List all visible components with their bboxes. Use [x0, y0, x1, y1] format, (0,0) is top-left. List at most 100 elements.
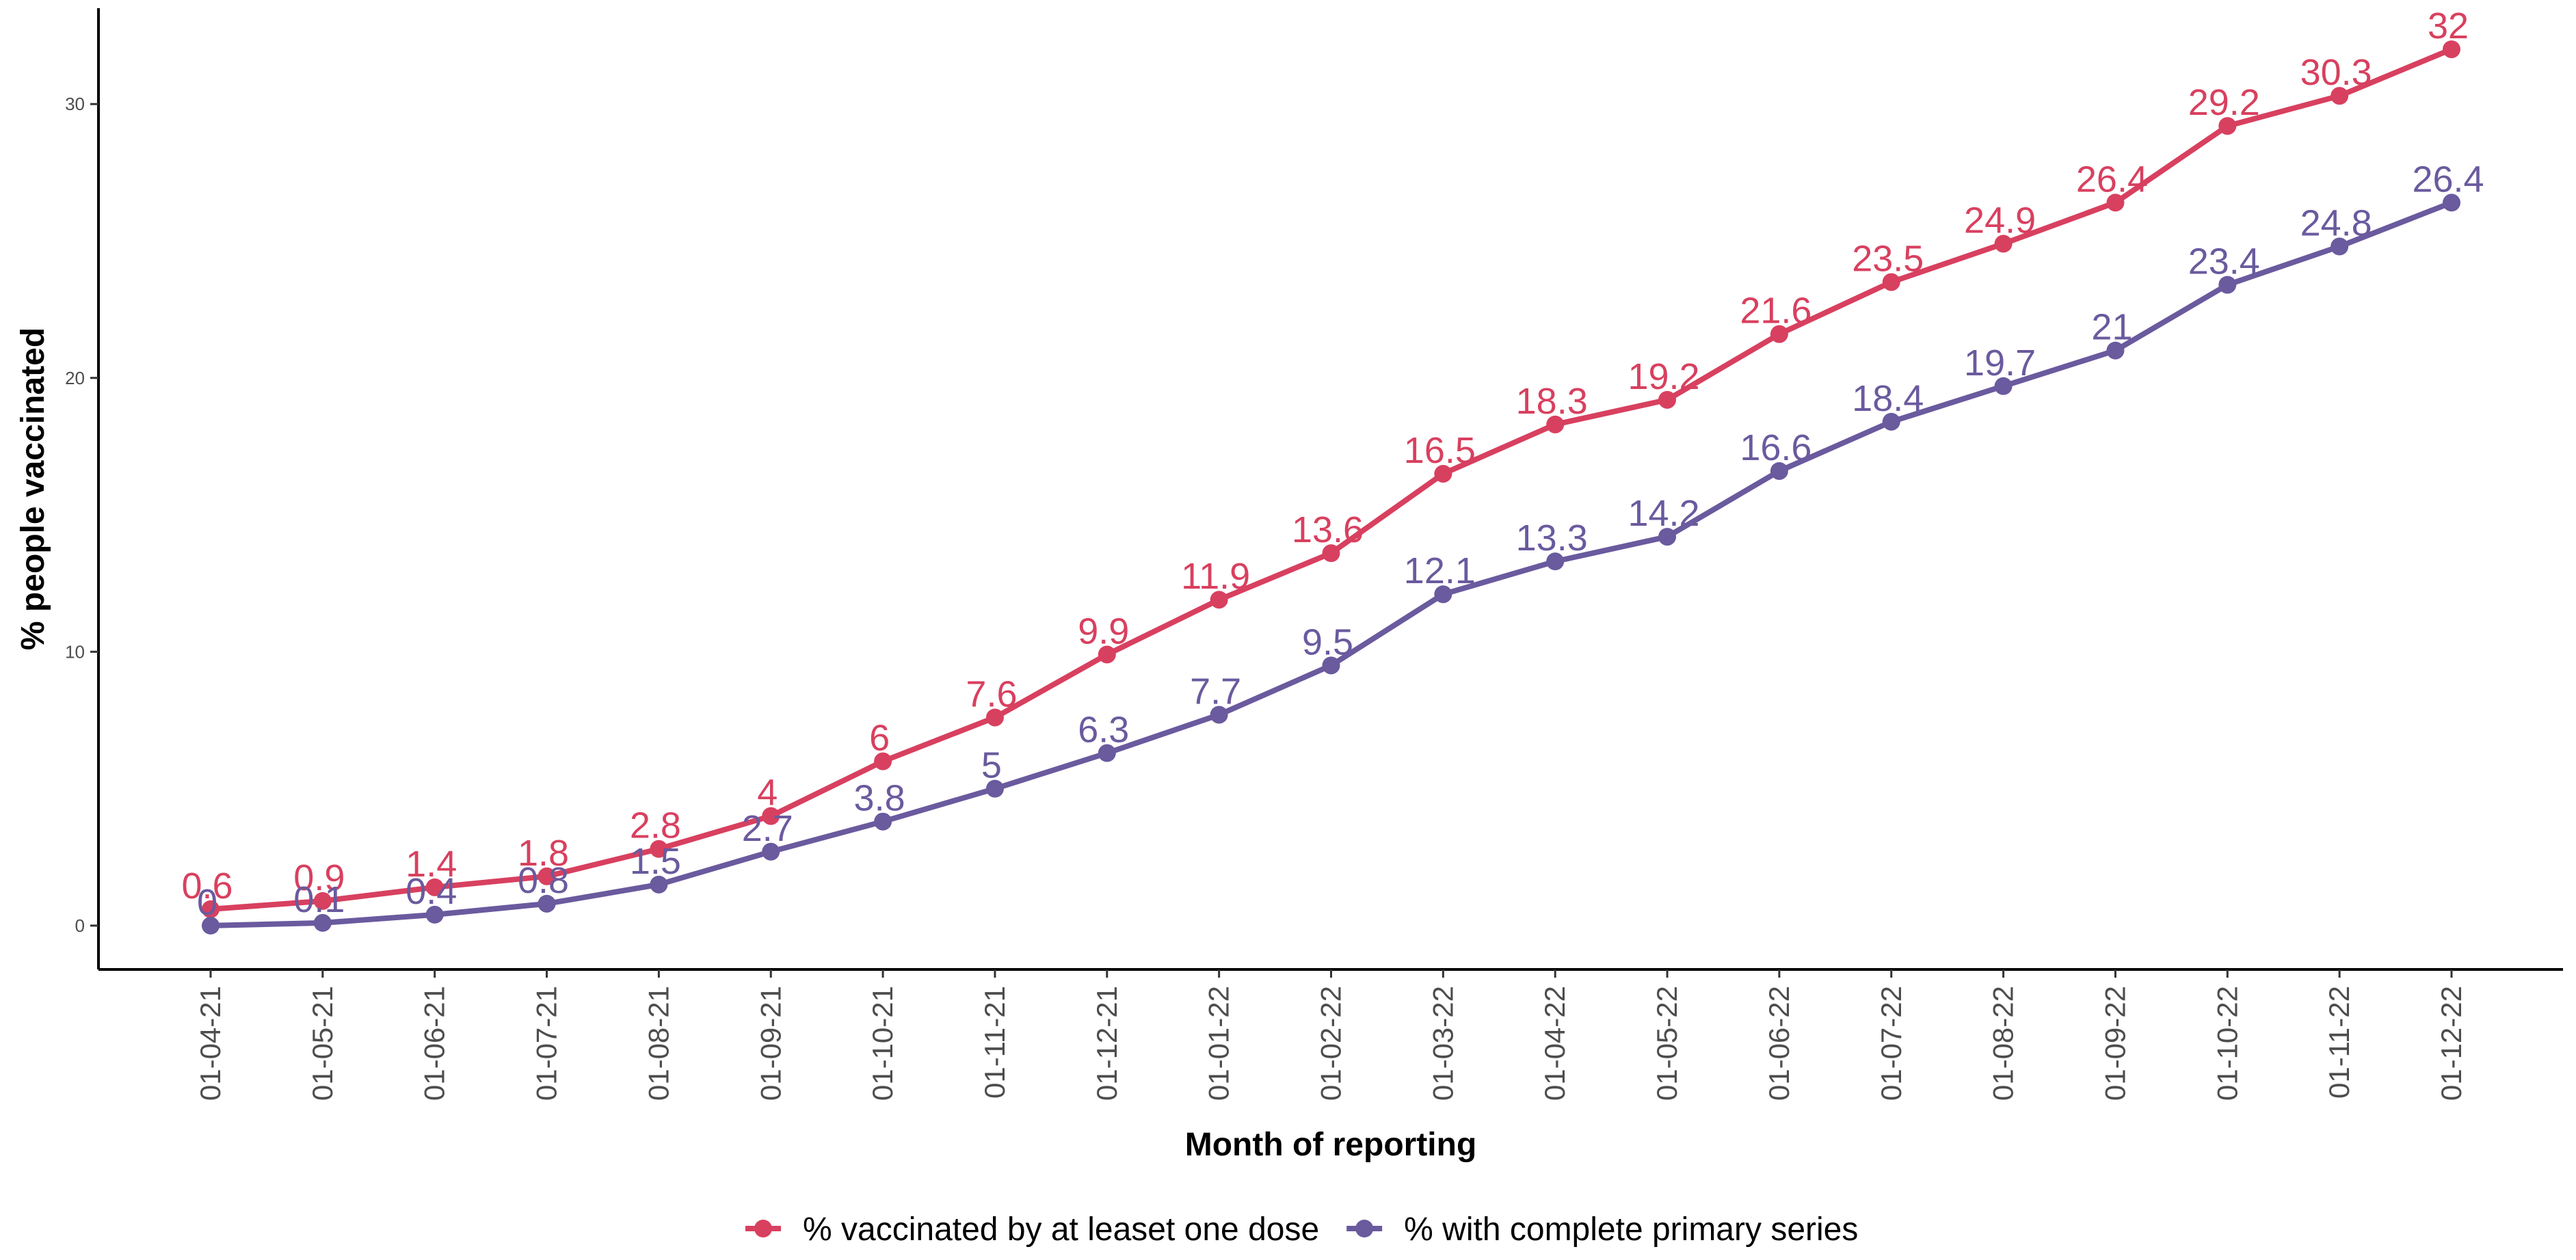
data-point — [762, 807, 780, 825]
legend-marker — [1355, 1220, 1374, 1237]
x-tick-label: 01-08-21 — [642, 986, 674, 1101]
x-tick-label: 01-12-21 — [1091, 986, 1123, 1101]
data-label: 5 — [981, 745, 1002, 786]
data-point — [425, 878, 444, 896]
data-label: 1.5 — [630, 841, 681, 882]
x-axis-title: Month of reporting — [1185, 1127, 1477, 1163]
data-point — [1770, 461, 1788, 480]
data-label: 24.8 — [2300, 202, 2372, 243]
x-tick-label: 01-04-21 — [194, 986, 226, 1101]
data-label: 1.8 — [518, 833, 569, 874]
x-tick-label: 01-08-22 — [1987, 986, 2019, 1101]
data-point — [202, 900, 220, 918]
x-tick-label: 01-09-22 — [2099, 986, 2131, 1101]
data-label: 1.4 — [406, 844, 457, 885]
data-point — [1882, 273, 1900, 291]
data-point — [874, 812, 892, 831]
data-label: 23.4 — [2188, 241, 2260, 282]
x-tick-label: 01-05-21 — [306, 986, 338, 1101]
data-label: 14.2 — [1628, 493, 1699, 534]
data-label: 26.4 — [2412, 159, 2484, 200]
x-tick-label: 01-03-22 — [1426, 986, 1459, 1101]
data-label: 21 — [2091, 307, 2132, 348]
data-point — [2443, 40, 2460, 59]
data-label: 12.1 — [1404, 550, 1476, 591]
data-label: 11.9 — [1181, 556, 1250, 597]
data-point — [1098, 645, 1116, 664]
data-label: 0.9 — [293, 857, 345, 898]
data-label: 30.3 — [2300, 52, 2372, 93]
data-point — [313, 892, 332, 910]
data-point — [985, 779, 1004, 798]
x-tick-label: 01-07-21 — [531, 986, 563, 1101]
x-tick-label: 01-09-21 — [754, 986, 786, 1101]
data-label: 7.6 — [966, 673, 1017, 714]
data-label: 16.6 — [1740, 427, 1811, 468]
data-label: 24.9 — [1964, 200, 2036, 241]
data-label: 26.4 — [2076, 159, 2148, 200]
data-label: 2.8 — [630, 805, 681, 846]
data-point — [1210, 591, 1228, 609]
data-label: 4 — [757, 773, 778, 814]
data-point — [985, 708, 1004, 727]
data-label: 0.4 — [406, 871, 457, 912]
data-point — [1658, 528, 1677, 546]
data-point — [650, 875, 668, 894]
x-tick-label: 01-10-21 — [866, 986, 899, 1101]
data-point — [1546, 552, 1565, 571]
data-point — [1322, 544, 1340, 563]
data-label: 19.2 — [1628, 356, 1699, 397]
y-tick-label: 30 — [65, 94, 85, 114]
data-point — [425, 905, 444, 924]
y-tick-label: 20 — [65, 368, 85, 388]
data-point — [1658, 390, 1677, 409]
data-point — [2106, 193, 2125, 212]
data-point — [1210, 706, 1228, 724]
x-tick-label: 01-11-22 — [2323, 986, 2355, 1099]
data-label: 9.9 — [1078, 611, 1129, 652]
data-point — [762, 842, 780, 861]
x-tick-label: 01-04-22 — [1539, 986, 1571, 1101]
data-point — [537, 894, 556, 913]
data-point — [202, 916, 220, 935]
data-point — [874, 752, 892, 770]
data-label: 9.5 — [1302, 621, 1353, 662]
y-tick-label: 10 — [65, 641, 85, 662]
data-label: 6.3 — [1078, 710, 1129, 751]
data-label: 18.3 — [1516, 381, 1588, 422]
data-point — [2443, 193, 2460, 212]
legend-label: % vaccinated by at leaset one dose — [803, 1211, 1319, 1248]
x-tick-label: 01-06-22 — [1763, 986, 1795, 1101]
data-label: 21.6 — [1740, 291, 1811, 332]
data-point — [1434, 464, 1452, 483]
data-point — [1994, 377, 2013, 395]
data-label: 18.4 — [1852, 378, 1924, 419]
x-tick-label: 01-07-22 — [1875, 986, 1907, 1101]
data-label: 13.3 — [1516, 518, 1588, 559]
data-point — [313, 913, 332, 932]
data-label: 13.6 — [1292, 509, 1364, 550]
x-tick-label: 01-05-22 — [1651, 986, 1683, 1101]
data-label: 6 — [869, 718, 890, 759]
y-axis-title: % people vaccinated — [15, 327, 51, 650]
data-point — [1434, 585, 1452, 604]
data-point — [2331, 87, 2349, 105]
data-point — [650, 840, 668, 858]
data-label: 29.2 — [2188, 82, 2260, 123]
data-label: 0.6 — [181, 866, 233, 907]
x-tick-label: 01-06-21 — [419, 986, 451, 1101]
data-label: 23.5 — [1852, 239, 1924, 280]
data-label: 19.7 — [1964, 343, 2036, 384]
data-label: 32 — [2428, 5, 2469, 46]
data-label: 3.8 — [854, 778, 905, 819]
data-label: 2.7 — [742, 808, 793, 849]
x-tick-label: 01-02-22 — [1315, 986, 1347, 1101]
data-label: 0.1 — [293, 879, 345, 920]
x-tick-label: 01-10-22 — [2211, 986, 2243, 1101]
data-point — [2331, 237, 2349, 256]
data-point — [1546, 415, 1565, 433]
y-tick-label: 0 — [75, 915, 85, 936]
x-tick-label: 01-11-21 — [979, 986, 1011, 1099]
data-label: 0 — [197, 882, 217, 923]
